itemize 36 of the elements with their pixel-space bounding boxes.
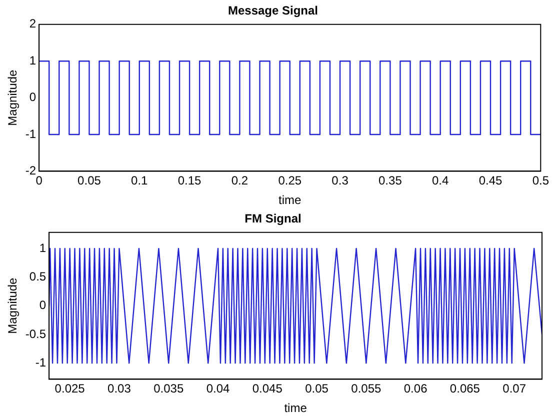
x-tick-label: 0.06 bbox=[404, 382, 428, 396]
x-tick-label: 0.1 bbox=[131, 174, 148, 188]
y-axis-title: Magnitude bbox=[6, 277, 20, 334]
y-tick-label: 1 bbox=[39, 240, 46, 255]
y-tick-label: 0.5 bbox=[29, 269, 46, 284]
x-tick-label: 0.3 bbox=[332, 174, 349, 188]
x-tick-label: 0.035 bbox=[154, 382, 184, 396]
x-tick-label: 0.045 bbox=[252, 382, 283, 396]
y-tick-label: 2 bbox=[29, 16, 36, 31]
x-tick-label: 0.05 bbox=[78, 174, 102, 188]
x-axis-title: time bbox=[278, 193, 302, 208]
x-tick-label: 0.5 bbox=[532, 174, 550, 188]
y-axis-title: Magnitude bbox=[6, 69, 20, 126]
x-tick-label: 0.25 bbox=[278, 174, 302, 188]
y-tick-label: -1 bbox=[25, 126, 36, 141]
x-tick-label: 0.2 bbox=[231, 174, 248, 188]
x-tick-label: 0.35 bbox=[378, 174, 402, 188]
y-tick-label: 0 bbox=[29, 90, 36, 104]
y-tick-label: -1 bbox=[35, 355, 46, 370]
x-axis-title: time bbox=[284, 401, 308, 416]
y-tick-label: -2 bbox=[25, 164, 36, 178]
chart-title: Message Signal bbox=[228, 4, 318, 18]
x-tick-label: 0.025 bbox=[54, 382, 86, 396]
chart-title: FM Signal bbox=[244, 212, 302, 226]
x-tick-label: 0.4 bbox=[432, 174, 450, 188]
x-tick-label: 0.05 bbox=[305, 382, 329, 396]
x-tick-label: 0.04 bbox=[206, 382, 230, 396]
x-tick-label: 0.055 bbox=[351, 382, 382, 396]
x-tick-label: 0.45 bbox=[478, 174, 502, 188]
y-tick-label: -0.5 bbox=[25, 326, 46, 341]
x-tick-label: 0.065 bbox=[450, 382, 480, 396]
y-tick-label: 0 bbox=[39, 298, 46, 312]
x-tick-label: 0.03 bbox=[108, 382, 132, 396]
x-tick-label: 0.15 bbox=[178, 174, 202, 188]
y-tick-label: 1 bbox=[29, 53, 36, 68]
x-tick-label: 0.07 bbox=[502, 382, 526, 396]
